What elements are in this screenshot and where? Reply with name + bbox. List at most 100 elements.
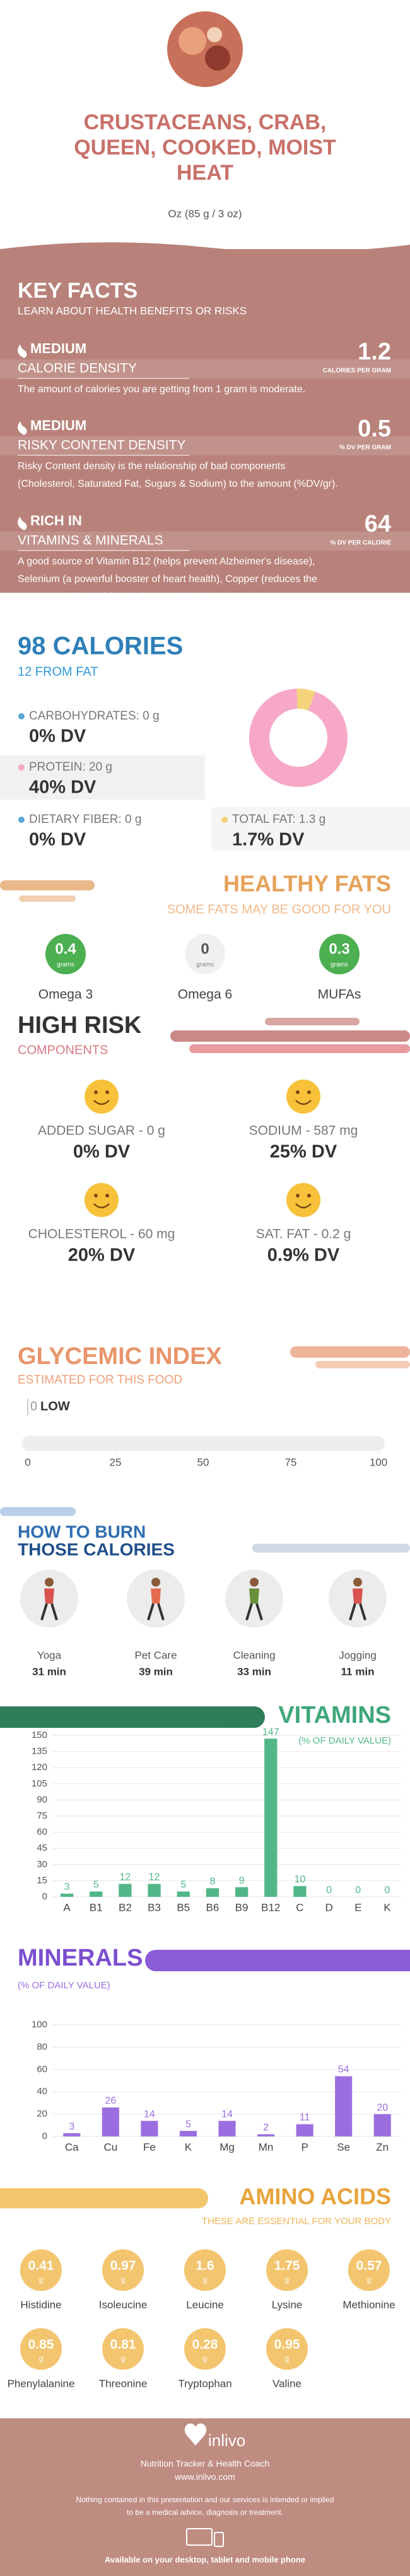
risk-dv: 20% DV: [68, 1245, 136, 1266]
value-label: 11: [300, 2113, 310, 2123]
value-label: 0: [384, 1885, 390, 1896]
amino-circle: [348, 2249, 390, 2291]
title: CRUSTACEANS, CRAB,: [84, 110, 327, 134]
smiley-icon: [286, 1183, 320, 1217]
macro-label: TOTAL FAT: 1.3 g: [232, 813, 325, 826]
amino-unit: g: [121, 2275, 126, 2284]
figure-head: [353, 1578, 362, 1587]
figure-body: [151, 1588, 161, 1604]
section-subtitle: (% OF DAILY VALUE): [18, 1980, 110, 1991]
amino-circle: [102, 2249, 144, 2291]
fat-name: MUFAs: [318, 988, 361, 1002]
macro-label: PROTEIN: 20 g: [29, 761, 112, 774]
value-label: 8: [209, 1877, 215, 1887]
fact-value: 64: [365, 511, 391, 537]
section-subtitle: LEARN ABOUT HEALTH BENEFITS OR RISKS: [18, 305, 247, 317]
smiley-eye: [307, 1194, 311, 1198]
smiley-mouth: [93, 1100, 110, 1105]
fact-level: MEDIUM: [30, 341, 86, 356]
value-label: 54: [338, 2065, 349, 2075]
section-title: THOSE CALORIES: [18, 1539, 175, 1559]
section-title: KEY FACTS: [18, 279, 138, 303]
decoration: [290, 1346, 410, 1358]
activity-name: Yoga: [37, 1649, 62, 1661]
bar: [63, 2133, 81, 2136]
title: HEAT: [177, 161, 233, 185]
x-tick-label: P: [301, 2141, 308, 2153]
value-label: 147: [262, 1727, 279, 1737]
y-tick-label: 30: [37, 1859, 47, 1870]
amino-name: Phenylalanine: [8, 2377, 75, 2389]
bar: [257, 2134, 275, 2136]
disclaimer: to be a medical advice, diagnosis or tre…: [127, 2508, 283, 2517]
x-tick-label: B1: [90, 1901, 103, 1913]
smiley-eye: [94, 1194, 98, 1198]
y-tick-label: 60: [37, 2064, 47, 2075]
legend-dot: [18, 764, 25, 771]
section-subtitle: COMPONENTS: [18, 1043, 108, 1057]
y-tick-label: 135: [32, 1746, 47, 1757]
risk-label: SAT. FAT - 0.2 g: [256, 1227, 351, 1242]
fact-band: [0, 359, 410, 378]
bar: [296, 2124, 313, 2136]
amino-circle: [184, 2249, 226, 2291]
section-subtitle: (% OF DAILY VALUE): [298, 1735, 391, 1746]
x-tick-label: Se: [337, 2141, 350, 2153]
amino-circle: [20, 2328, 62, 2370]
fact-value: 0.5: [358, 416, 391, 442]
x-tick-label: D: [325, 1901, 332, 1913]
fact-text: A good source of Vitamin B12 (helps prev…: [18, 556, 315, 567]
y-tick-label: 0: [42, 2131, 47, 2142]
smiley-mouth: [295, 1203, 312, 1209]
section-title: AMINO ACIDS: [239, 2184, 391, 2210]
x-tick-label: B6: [206, 1901, 220, 1913]
decoration: [177, 2188, 208, 2208]
fact-text: symptoms of arthritis) and also contains…: [18, 592, 220, 602]
gauge-value: 0: [30, 1399, 37, 1413]
bar: [148, 1884, 161, 1897]
value-label: 5: [93, 1880, 99, 1891]
amino-value: 1.75: [274, 2259, 300, 2273]
figure-legs: [245, 1603, 263, 1621]
device-icon: [214, 2532, 224, 2547]
icon: [18, 516, 27, 530]
bar: [179, 2131, 197, 2136]
amino-circle: [102, 2328, 144, 2370]
amino-name: Lysine: [272, 2299, 303, 2311]
x-tick-label: 25: [110, 1456, 122, 1468]
fat-circle: [319, 934, 360, 974]
macro-dv: 0% DV: [29, 726, 86, 747]
smiley-icon: [85, 1183, 119, 1217]
x-tick-label: B5: [177, 1901, 190, 1913]
value-label: 9: [239, 1875, 245, 1886]
y-tick-label: 15: [37, 1875, 47, 1885]
legend-dot: [221, 817, 228, 823]
y-tick-label: 100: [32, 2019, 47, 2030]
amino-unit: g: [121, 2354, 126, 2363]
decoration: [0, 880, 95, 890]
amino-unit: g: [203, 2354, 208, 2363]
fact-text: Risky Content density is the relationshi…: [18, 461, 285, 472]
bar: [264, 1739, 278, 1897]
amino-name: Tryptophan: [178, 2377, 231, 2389]
x-tick-label: 100: [370, 1456, 387, 1468]
bar: [206, 1888, 220, 1897]
decoration: [252, 1544, 410, 1553]
macro-label: CARBOHYDRATES: 0 g: [29, 709, 160, 723]
smiley-eye: [105, 1090, 109, 1094]
value-label: 5: [180, 1880, 186, 1891]
device-icon: [186, 2528, 213, 2546]
logo-icon: [184, 2423, 207, 2445]
section-title: HOW TO BURN: [18, 1522, 146, 1541]
smiley-mouth: [295, 1100, 312, 1105]
figure-body: [353, 1588, 363, 1604]
value-label: 2: [263, 2123, 269, 2133]
bar: [235, 1887, 249, 1897]
amino-name: Valine: [272, 2377, 302, 2389]
value-label: 10: [295, 1874, 306, 1885]
activity-name: Jogging: [339, 1649, 377, 1661]
activity-time: 39 min: [139, 1665, 173, 1677]
decoration: [227, 1706, 265, 1728]
amino-value: 1.6: [196, 2259, 214, 2273]
